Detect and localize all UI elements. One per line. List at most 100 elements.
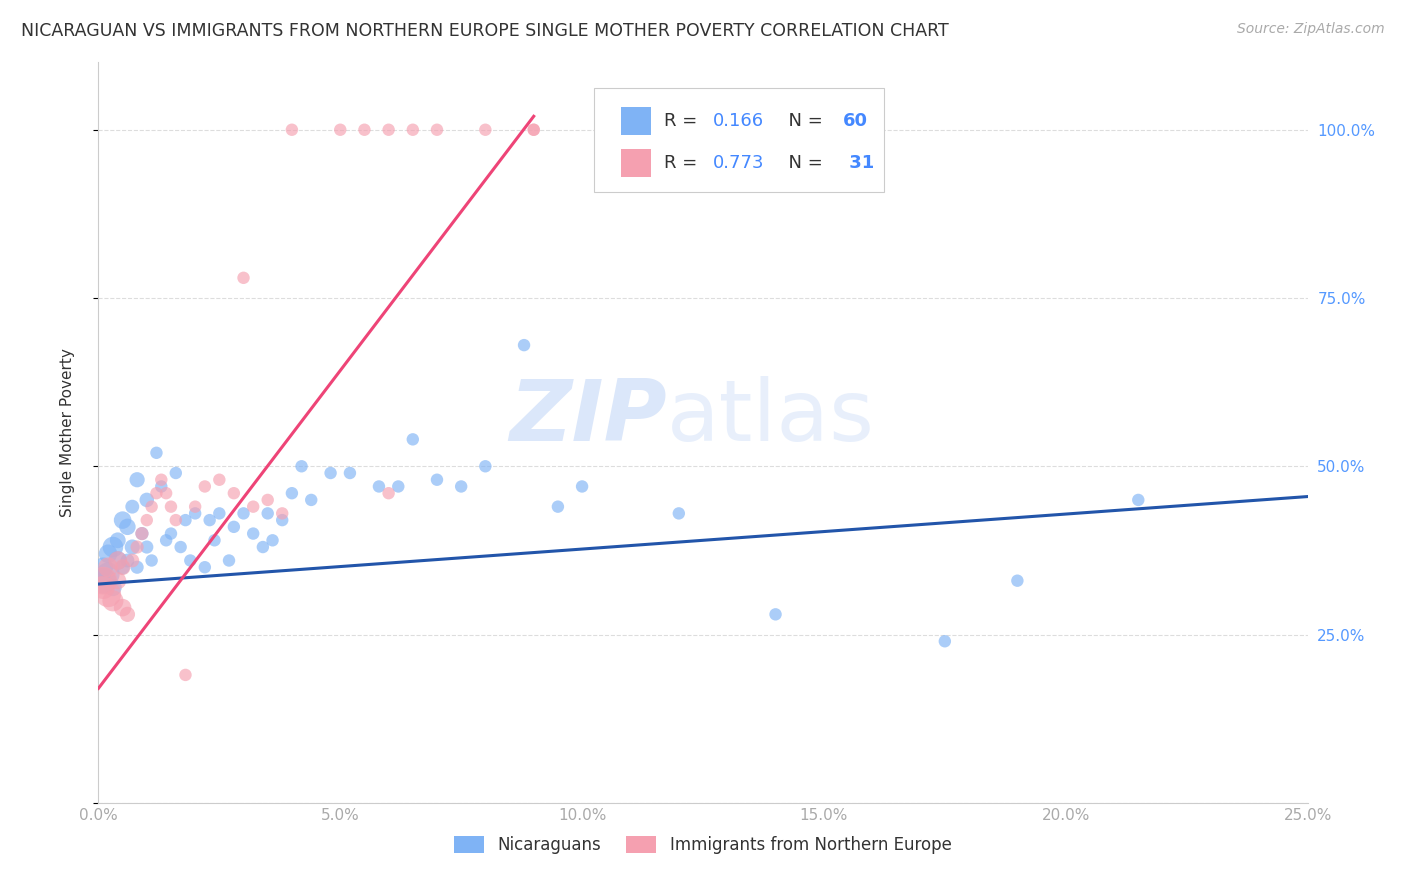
Point	[256, 507, 278, 521]
Point	[523, 122, 546, 136]
Point	[141, 500, 163, 514]
Point	[377, 122, 399, 136]
Point	[271, 513, 294, 527]
Point	[107, 553, 129, 567]
Text: N =: N =	[776, 112, 828, 130]
Point	[402, 433, 425, 447]
Point	[101, 540, 124, 554]
Text: 0.773: 0.773	[713, 154, 765, 172]
Point	[91, 560, 114, 574]
Point	[198, 513, 221, 527]
Point	[97, 566, 120, 581]
Legend: Nicaraguans, Immigrants from Northern Europe: Nicaraguans, Immigrants from Northern Eu…	[447, 830, 959, 861]
Point	[402, 122, 425, 136]
Point	[339, 466, 361, 480]
Point	[450, 479, 472, 493]
Text: atlas: atlas	[666, 376, 875, 459]
Point	[111, 600, 134, 615]
Point	[329, 122, 352, 136]
Point	[117, 553, 139, 567]
Point	[281, 122, 304, 136]
Point	[262, 533, 284, 548]
Point	[135, 540, 157, 554]
Point	[174, 513, 197, 527]
Text: 60: 60	[844, 112, 869, 130]
Point	[135, 492, 157, 507]
Point	[111, 560, 134, 574]
Point	[474, 122, 496, 136]
Point	[101, 581, 124, 595]
Point	[91, 574, 114, 588]
Point	[135, 513, 157, 527]
Point	[117, 607, 139, 622]
Point	[160, 500, 183, 514]
Point	[426, 473, 449, 487]
Point	[91, 581, 114, 595]
Point	[523, 122, 546, 136]
Point	[571, 479, 593, 493]
Point	[165, 466, 187, 480]
Point	[387, 479, 409, 493]
FancyBboxPatch shape	[595, 88, 884, 192]
Point	[547, 500, 569, 514]
Point	[194, 560, 217, 574]
Point	[131, 526, 153, 541]
Point	[111, 560, 134, 574]
Point	[121, 540, 143, 554]
Point	[513, 338, 536, 352]
Point	[208, 507, 231, 521]
Point	[232, 507, 254, 521]
Point	[474, 459, 496, 474]
Point	[222, 520, 245, 534]
Point	[107, 574, 129, 588]
Point	[141, 553, 163, 567]
Text: R =: R =	[664, 154, 703, 172]
Point	[127, 540, 149, 554]
Point	[97, 587, 120, 601]
Point	[121, 500, 143, 514]
Point	[111, 513, 134, 527]
Point	[150, 479, 173, 493]
Point	[934, 634, 956, 648]
Point	[281, 486, 304, 500]
FancyBboxPatch shape	[621, 149, 651, 178]
Point	[368, 479, 391, 493]
Text: ZIP: ZIP	[509, 376, 666, 459]
Point	[218, 553, 240, 567]
Point	[131, 526, 153, 541]
Point	[155, 486, 177, 500]
Point	[377, 486, 399, 500]
Point	[252, 540, 274, 554]
Point	[242, 526, 264, 541]
Point	[242, 500, 264, 514]
Point	[174, 668, 197, 682]
Point	[319, 466, 342, 480]
Point	[127, 473, 149, 487]
Point	[184, 500, 207, 514]
FancyBboxPatch shape	[621, 107, 651, 135]
Point	[107, 553, 129, 567]
Point	[160, 526, 183, 541]
Point	[145, 446, 167, 460]
Point	[668, 507, 690, 521]
Point	[155, 533, 177, 548]
Point	[232, 270, 254, 285]
Point	[150, 473, 173, 487]
Text: R =: R =	[664, 112, 703, 130]
Text: 0.166: 0.166	[713, 112, 763, 130]
Point	[765, 607, 787, 622]
Point	[145, 486, 167, 500]
Y-axis label: Single Mother Poverty: Single Mother Poverty	[60, 348, 75, 517]
Text: N =: N =	[776, 154, 828, 172]
Point	[299, 492, 322, 507]
Point	[1128, 492, 1150, 507]
Point	[165, 513, 187, 527]
Text: 31: 31	[844, 154, 875, 172]
Point	[194, 479, 217, 493]
Point	[97, 560, 120, 574]
Point	[127, 560, 149, 574]
Point	[121, 553, 143, 567]
Point	[256, 492, 278, 507]
Point	[222, 486, 245, 500]
Point	[101, 594, 124, 608]
